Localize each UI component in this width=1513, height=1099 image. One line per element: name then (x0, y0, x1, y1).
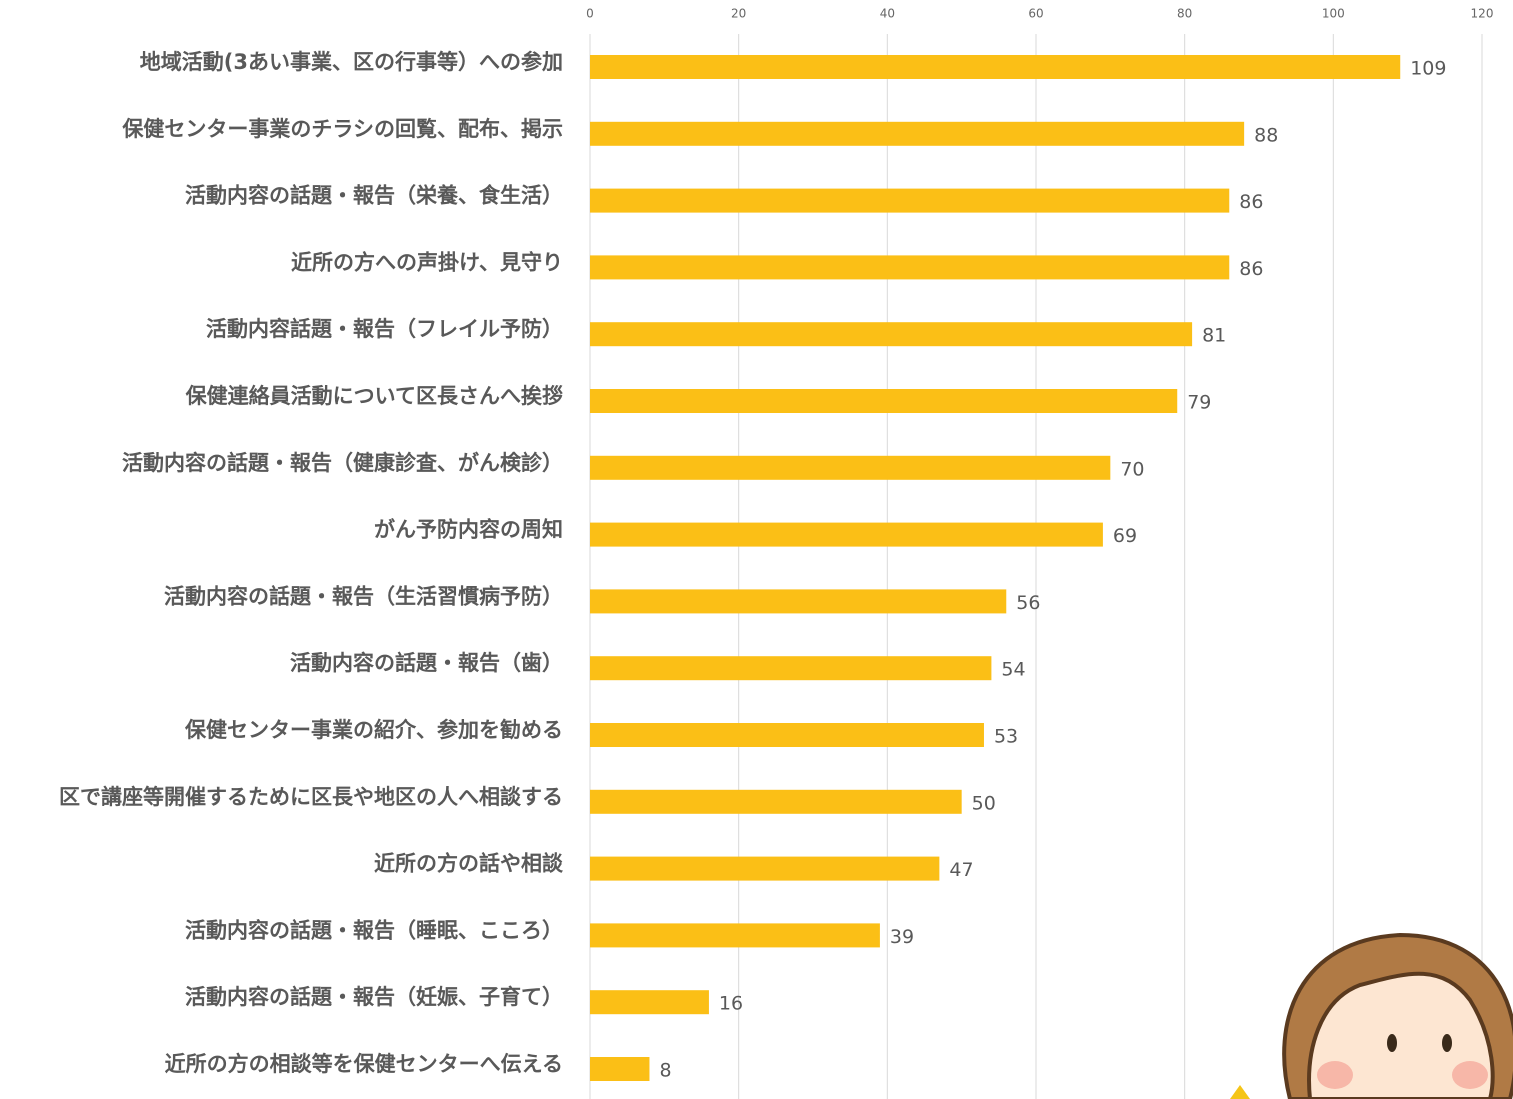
bar (590, 589, 1007, 614)
bar (590, 522, 1103, 547)
y-tick-label: 近所の方への声掛け、見守り (291, 250, 563, 274)
value-label: 81 (1202, 325, 1226, 347)
bar (590, 55, 1401, 79)
bar (590, 322, 1193, 347)
value-label: 86 (1239, 191, 1263, 213)
value-label: 53 (994, 726, 1018, 748)
y-tick-label: 保健センター事業の紹介、参加を勧める (184, 718, 563, 742)
cheek (1452, 1061, 1488, 1089)
bar (590, 856, 940, 881)
bar (590, 121, 1245, 146)
y-tick-label: 地域活動(3あい事業、区の行事等）への参加 (140, 50, 563, 74)
value-label: 86 (1239, 258, 1263, 280)
x-tick-label: 20 (731, 7, 746, 21)
star (1230, 1085, 1250, 1099)
eye (1442, 1034, 1452, 1052)
x-tick-label: 100 (1322, 7, 1345, 21)
bar (590, 789, 962, 814)
value-label: 54 (1001, 659, 1025, 681)
y-tick-label: 活動内容の話題・報告（健康診査、がん検診） (122, 451, 563, 475)
cheek (1317, 1061, 1353, 1089)
face-skin (1307, 971, 1495, 1099)
value-label: 69 (1113, 525, 1137, 547)
x-tick-label: 0 (586, 7, 594, 21)
value-label: 47 (949, 859, 973, 881)
y-tick-label: 活動内容の話題・報告（歯） (290, 651, 563, 675)
y-tick-label: 活動内容の話題・報告（睡眠、こころ） (185, 918, 563, 942)
value-label: 8 (659, 1060, 671, 1082)
y-tick-label: 活動内容の話題・報告（生活習慣病予防） (164, 584, 563, 608)
eye (1387, 1034, 1397, 1052)
y-tick-label: がん予防内容の周知 (374, 518, 563, 542)
bar (590, 923, 880, 948)
value-label: 56 (1016, 592, 1040, 614)
y-tick-label: 近所の方の話や相談 (374, 852, 564, 876)
bar (590, 188, 1230, 213)
y-tick-label: 保健連絡員活動について区長さんへ挨拶 (185, 384, 563, 408)
value-label: 109 (1410, 58, 1446, 80)
value-label: 16 (719, 993, 743, 1015)
value-label: 88 (1254, 124, 1278, 146)
value-label: 70 (1120, 458, 1144, 480)
x-tick-label: 80 (1177, 7, 1192, 21)
bar (590, 1057, 650, 1081)
y-tick-label: 保健センター事業のチラシの回覧、配布、掲示 (121, 117, 563, 141)
y-tick-label: 近所の方の相談等を保健センターへ伝える (165, 1052, 563, 1076)
bar (590, 455, 1111, 480)
x-tick-label: 60 (1028, 7, 1043, 21)
value-label: 79 (1187, 392, 1211, 414)
bar (590, 255, 1230, 280)
y-tick-label: 活動内容の話題・報告（栄養、食生活） (185, 184, 563, 208)
bar (590, 656, 992, 681)
illustration (1230, 932, 1513, 1099)
y-tick-label: 活動内容話題・報告（フレイル予防） (206, 317, 563, 341)
y-tick-label: 区で講座等開催するために区長や地区の人へ相談する (59, 785, 563, 809)
bar (590, 990, 709, 1015)
bar (590, 389, 1178, 413)
y-tick-label: 活動内容の話題・報告（妊娠、子育て） (185, 985, 563, 1009)
value-label: 50 (972, 792, 996, 814)
x-tick-label: 40 (880, 7, 895, 21)
x-tick-label: 120 (1471, 7, 1494, 21)
value-label: 39 (890, 926, 914, 948)
bar (590, 723, 984, 747)
